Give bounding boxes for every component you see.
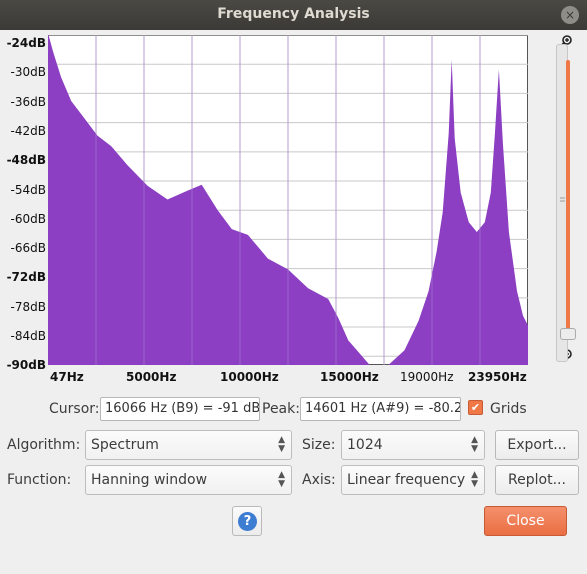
x-tick-label: 47Hz — [50, 370, 84, 384]
y-tick-label: -42dB — [10, 123, 46, 138]
size-label: Size: — [302, 437, 336, 453]
algorithm-select[interactable]: Spectrum ▲ ▼ — [85, 430, 292, 460]
y-tick-label: -78dB — [10, 299, 46, 314]
y-tick-label: -36dB — [10, 94, 46, 109]
close-window-icon[interactable]: × — [561, 6, 579, 24]
size-value: 1024 — [347, 437, 383, 453]
y-tick-label: -30dB — [10, 65, 46, 80]
axis-value: Linear frequency — [347, 472, 466, 488]
y-tick-label: -90dB — [6, 358, 46, 373]
y-tick-label: -72dB — [6, 270, 46, 285]
y-tick-label: -54dB — [10, 182, 46, 197]
export-button[interactable]: Export... — [495, 430, 579, 460]
spectrum-area — [48, 35, 528, 365]
help-button[interactable]: ? — [232, 506, 262, 536]
cursor-label: Cursor: — [49, 401, 100, 417]
axis-select[interactable]: Linear frequency ▲ ▼ — [341, 465, 485, 495]
x-tick-label: 10000Hz — [220, 370, 279, 384]
window-title: Frequency Analysis — [217, 6, 370, 22]
title-bar: Frequency Analysis × — [0, 0, 587, 30]
grids-checkbox[interactable]: ✔ — [468, 400, 483, 415]
scroll-grip-icon — [560, 197, 565, 202]
function-select[interactable]: Hanning window ▲ ▼ — [85, 465, 292, 495]
close-button[interactable]: Close — [484, 506, 567, 536]
zoom-slider-thumb[interactable] — [560, 328, 576, 340]
x-tick-label: 19000Hz — [400, 370, 454, 384]
replot-button[interactable]: Replot... — [495, 465, 579, 495]
function-label: Function: — [7, 472, 72, 488]
y-tick-label: -66dB — [10, 241, 46, 256]
y-tick-label: -84dB — [10, 329, 46, 343]
algorithm-label: Algorithm: — [7, 437, 81, 453]
peak-field[interactable]: 14601 Hz (A#9) = -80.2 dB — [300, 397, 461, 421]
y-tick-label: -24dB — [6, 36, 46, 50]
grids-label: Grids — [490, 401, 527, 417]
cursor-field[interactable]: 16066 Hz (B9) = -91 dB — [100, 397, 260, 421]
zoom-slider-track[interactable] — [566, 60, 570, 330]
checkmark-icon: ✔ — [470, 401, 481, 414]
select-arrows-icon: ▲ ▼ — [278, 470, 285, 489]
y-tick-label: -48dB — [6, 153, 46, 168]
select-arrows-icon: ▲ ▼ — [471, 470, 478, 489]
x-tick-label: 23950Hz — [468, 370, 527, 384]
peak-label: Peak: — [262, 401, 300, 417]
select-arrows-icon: ▲ ▼ — [471, 435, 478, 454]
x-tick-label: 15000Hz — [320, 370, 379, 384]
select-arrows-icon: ▲ ▼ — [278, 435, 285, 454]
size-select[interactable]: 1024 ▲ ▼ — [341, 430, 485, 460]
axis-label: Axis: — [302, 472, 336, 488]
function-value: Hanning window — [91, 472, 208, 488]
x-tick-label: 5000Hz — [126, 370, 177, 384]
help-icon: ? — [238, 512, 257, 531]
y-tick-label: -60dB — [10, 211, 46, 226]
spectrum-graph — [48, 35, 528, 365]
algorithm-value: Spectrum — [91, 437, 159, 453]
